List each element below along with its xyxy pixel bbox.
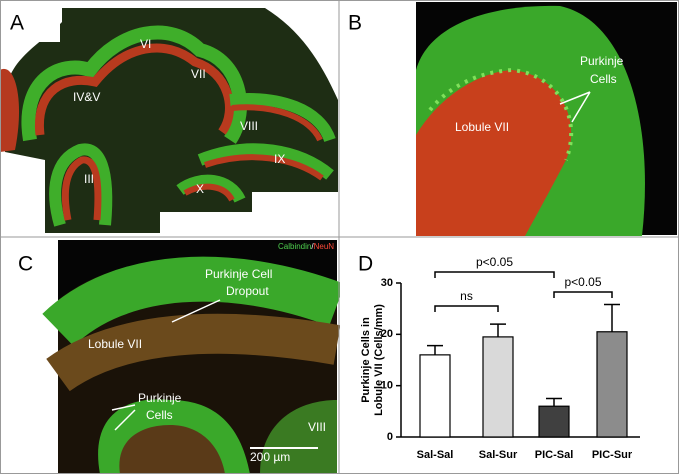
tissue bbox=[119, 425, 225, 474]
x-tick-label: Sal-Sur bbox=[479, 449, 518, 461]
stain-legend: Calbindin/NeuN bbox=[278, 242, 334, 251]
lobule-label: IV&V bbox=[73, 90, 100, 104]
panel-c: C Calbindin/NeuN Purkinje Cell Dropout L… bbox=[0, 238, 345, 474]
lobule-label: VI bbox=[140, 37, 151, 51]
arrow bbox=[171, 299, 221, 323]
y-axis-label: Lobule VII (Cells/mm) bbox=[373, 304, 385, 416]
tissue bbox=[34, 43, 234, 136]
tissue bbox=[183, 104, 324, 202]
lobule-label: X bbox=[196, 182, 204, 196]
scale-label: 200 µm bbox=[250, 450, 290, 464]
panel-label: A bbox=[10, 12, 24, 35]
significance-label: p<0.05 bbox=[564, 275, 601, 289]
panel-label: D bbox=[358, 253, 373, 276]
y-tick-label: 10 bbox=[381, 380, 393, 392]
x-tick-label: Sal-Sal bbox=[417, 449, 454, 461]
bar bbox=[596, 331, 628, 438]
tissue bbox=[260, 400, 337, 474]
stain: NeuN bbox=[314, 242, 335, 251]
lobule-label: IX bbox=[274, 152, 285, 166]
bar bbox=[419, 354, 451, 438]
panel-label: B bbox=[348, 12, 362, 35]
annotation: Lobule VII bbox=[88, 337, 142, 351]
significance-bracket bbox=[434, 305, 499, 312]
panel-b: B Purkinje Cells Lobule VII bbox=[340, 0, 679, 236]
error-bar bbox=[490, 323, 506, 337]
purkinje-dots bbox=[428, 67, 574, 161]
label-bg bbox=[0, 0, 60, 42]
significance-bracket bbox=[434, 271, 555, 278]
annotation: VIII bbox=[308, 420, 326, 434]
significance-label: ns bbox=[460, 289, 473, 303]
annotation: Purkinje Cell bbox=[205, 267, 272, 281]
annotation: Cells bbox=[146, 408, 173, 422]
arrow bbox=[111, 404, 136, 431]
tissue bbox=[42, 256, 345, 347]
panel-label: C bbox=[18, 253, 33, 276]
scale-label: 400 µm bbox=[290, 192, 330, 206]
annotation: Lobule VII bbox=[455, 120, 509, 134]
annotation: Purkinje bbox=[580, 54, 624, 68]
significance-bracket bbox=[553, 291, 613, 298]
annotation: Dropout bbox=[226, 284, 269, 298]
bar bbox=[538, 405, 570, 438]
lobule-label: VII bbox=[191, 67, 206, 81]
y-tick-label: 30 bbox=[381, 277, 393, 289]
y-axis-label: Purkinje Cells in bbox=[360, 317, 372, 403]
annotation: Purkinje bbox=[138, 391, 182, 405]
x-tick-label: PIC-Sal bbox=[535, 449, 574, 461]
arrow bbox=[559, 91, 591, 123]
tissue bbox=[46, 313, 341, 392]
tissue bbox=[0, 68, 20, 152]
y-tick-label: 20 bbox=[381, 328, 393, 340]
stain: / bbox=[311, 242, 314, 251]
bar bbox=[482, 336, 514, 438]
tissue bbox=[49, 143, 113, 227]
error-bar bbox=[604, 303, 620, 332]
panel-a: A VI VII IV&V VIII IX III X 400 µm bbox=[0, 0, 338, 236]
lobule-label: VIII bbox=[240, 119, 258, 133]
x-tick-label: PIC-Sur bbox=[592, 449, 633, 461]
error-bar bbox=[546, 397, 562, 407]
tissue bbox=[176, 93, 336, 204]
tissue bbox=[21, 25, 247, 144]
stain: Calbindin bbox=[278, 242, 311, 251]
tissue bbox=[416, 70, 572, 236]
lobule-label: III bbox=[84, 172, 94, 186]
image-bg bbox=[58, 240, 337, 300]
annotation: Cells bbox=[590, 72, 617, 86]
significance-label: p<0.05 bbox=[476, 255, 513, 269]
tissue bbox=[61, 156, 102, 221]
error-bar bbox=[427, 344, 443, 355]
y-tick-label: 0 bbox=[387, 431, 393, 443]
